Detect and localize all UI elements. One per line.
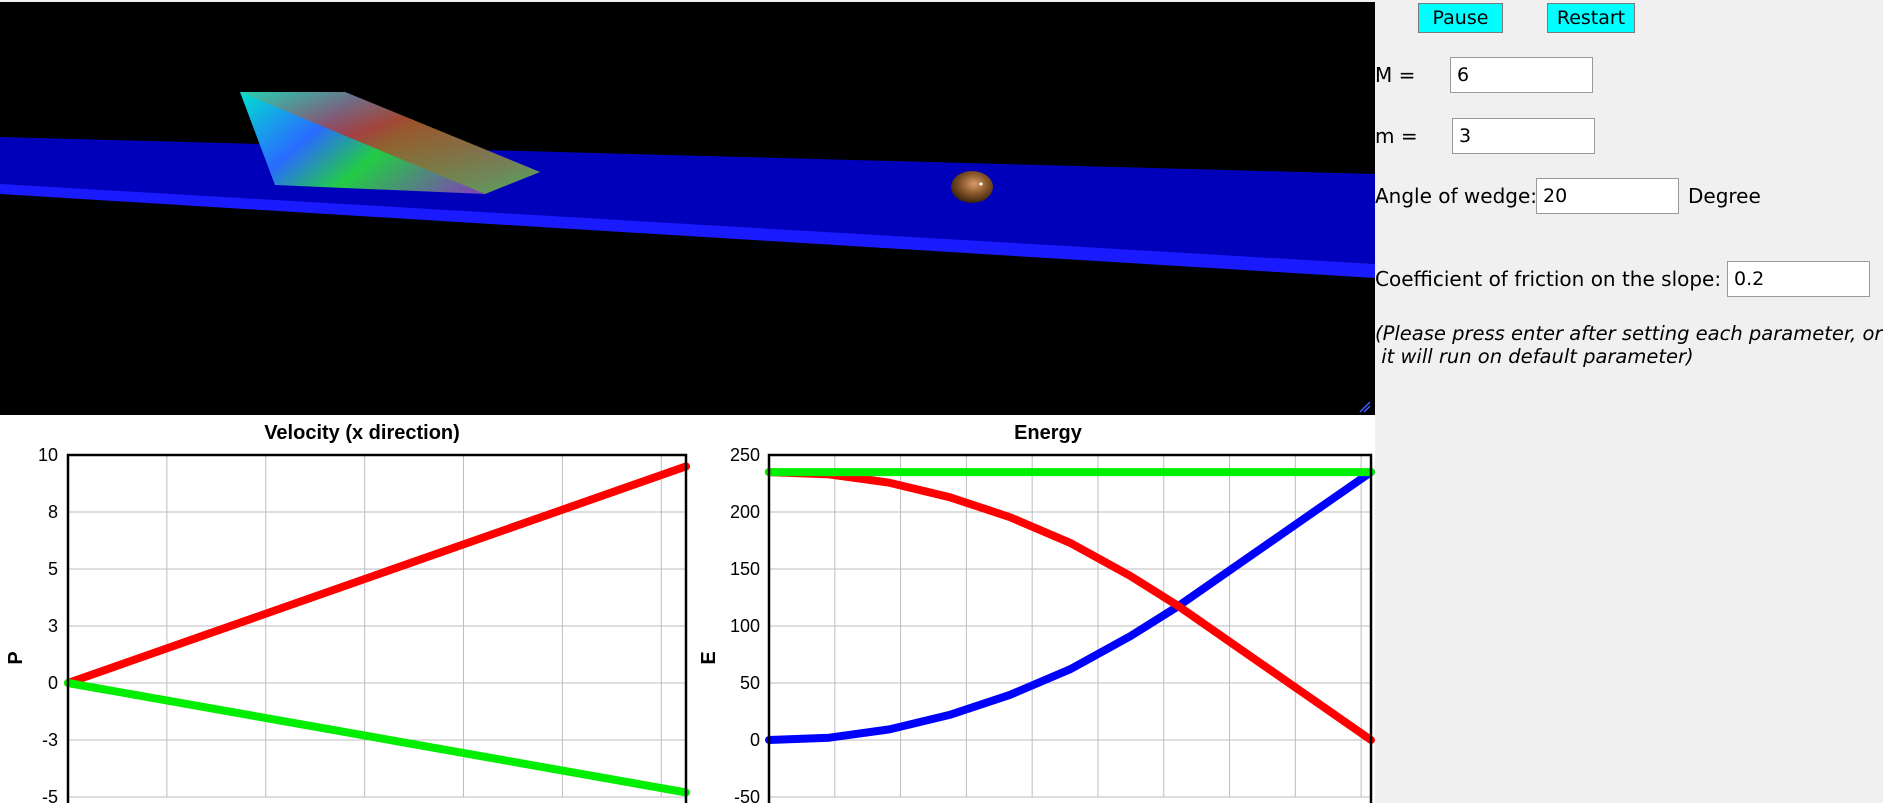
y-tick-label: 10 [38,445,58,465]
velocity-y-axis-label: P [5,651,27,664]
y-tick-label: 150 [730,559,760,579]
friction-label: Coefficient of friction on the slope: [1375,267,1722,291]
velocity-chart: Velocity (x direction) P 10 8 5 3 0 -3 -5 [5,422,690,803]
M-input[interactable] [1450,57,1593,93]
plot-frame [66,453,688,803]
angle-input[interactable] [1536,178,1679,214]
resize-handle-icon [1359,401,1371,413]
energy-chart: Energy E 250 200 150 100 50 0 -50 [700,422,1375,803]
friction-input[interactable] [1727,261,1870,297]
m-label: m = [1375,124,1418,148]
y-tick-label: 250 [730,445,760,465]
M-label: M = [1375,63,1416,87]
y-tick-label: 200 [730,502,760,522]
y-tick-label: -3 [42,730,58,750]
velocity-chart-panel: Velocity (x direction) P 10 8 5 3 0 -3 -5 [0,415,700,803]
velocity-series-line-2 [64,679,690,797]
energy-series-line-1 [765,468,1375,744]
scene-canvas [0,92,1375,413]
y-tick-label: 50 [740,673,760,693]
angle-unit: Degree [1688,184,1761,208]
energy-series-line-2 [765,468,1375,744]
velocity-chart-title: Velocity (x direction) [264,422,460,444]
angle-label: Angle of wedge: [1375,184,1538,208]
y-tick-label: 5 [48,559,58,579]
y-tick-label: 3 [48,616,58,636]
instruction-note: (Please press enter after setting each p… [1375,322,1883,368]
y-tick-label: 100 [730,616,760,636]
restart-button[interactable]: Restart [1547,3,1635,33]
y-tick-label: -50 [734,787,760,803]
plot-frame [767,453,1373,803]
energy-y-axis-label: E [700,651,720,664]
ball [951,171,993,203]
y-tick-label: 0 [48,673,58,693]
y-tick-label: 0 [750,730,760,750]
wedge-slope [240,92,540,194]
velocity-series-line-1 [64,462,690,687]
pause-button[interactable]: Pause [1418,3,1503,33]
energy-chart-title: Energy [1014,422,1083,444]
simulation-viewport[interactable] [0,2,1375,415]
m-input[interactable] [1452,118,1595,154]
ground-edge [0,184,1375,278]
energy-chart-panel: Energy E 250 200 150 100 50 0 -50 [700,415,1375,803]
y-tick-label: 8 [48,502,58,522]
y-tick-label: -5 [42,787,58,803]
